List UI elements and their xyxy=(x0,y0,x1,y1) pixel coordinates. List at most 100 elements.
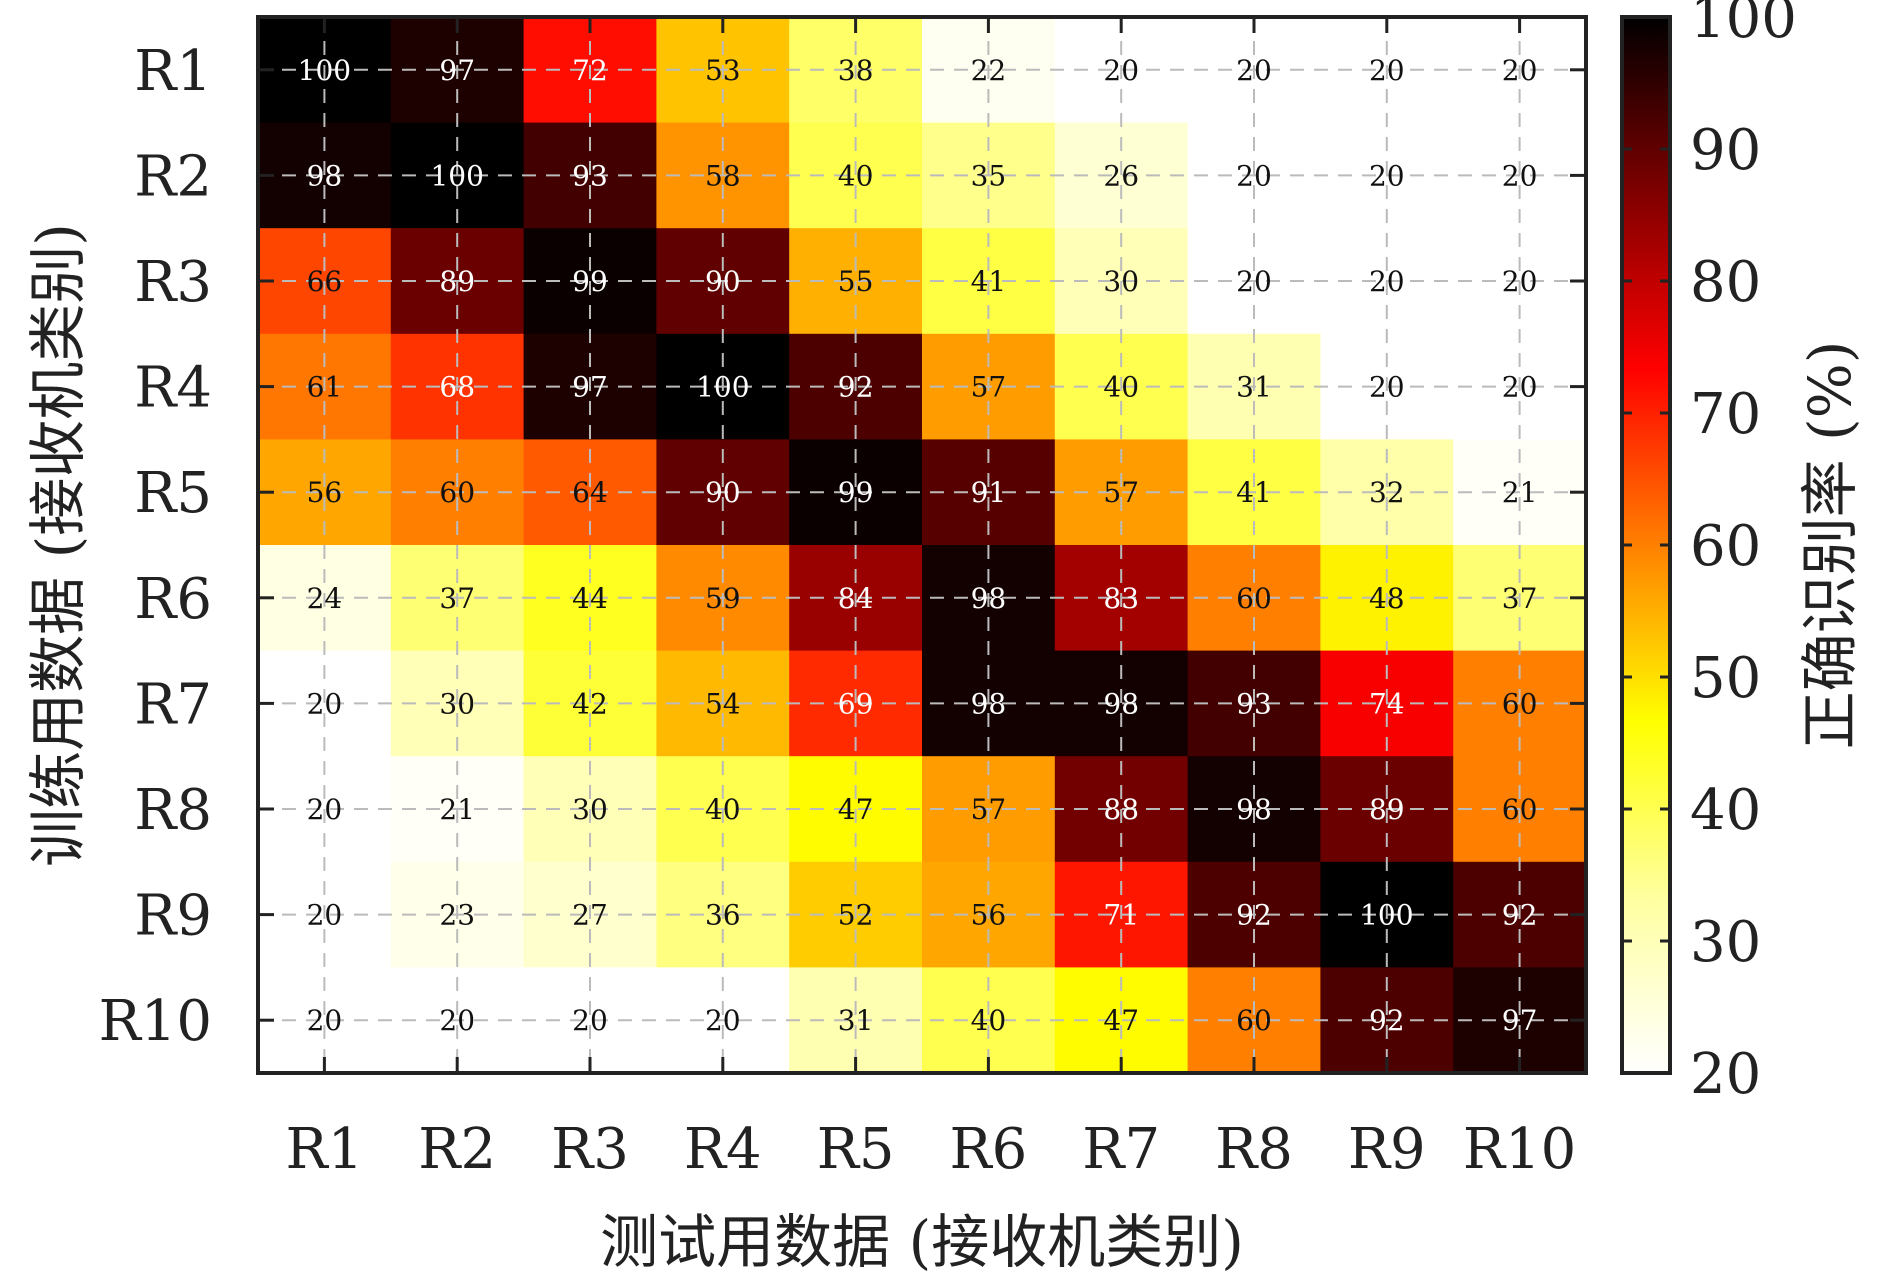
cell-value-label: 98 xyxy=(1236,793,1272,826)
cell-value-label: 20 xyxy=(1502,265,1538,298)
x-tick-label: R3 xyxy=(551,1117,629,1182)
cell-value-label: 100 xyxy=(430,159,483,192)
cell-value-label: 20 xyxy=(1502,159,1538,192)
cell-value-label: 20 xyxy=(1103,54,1139,87)
cell-value-label: 72 xyxy=(572,54,608,87)
cell-value-label: 97 xyxy=(572,371,608,404)
cell-value-label: 20 xyxy=(1502,371,1538,404)
cell-value-label: 93 xyxy=(1236,687,1272,720)
cell-value-label: 60 xyxy=(439,476,475,509)
y-axis-tick-labels: R1 R2 R3 R4 R5 R6 R7 R8 R9 R10 xyxy=(99,39,212,1054)
cell-value-label: 100 xyxy=(298,54,351,87)
colorbar-tick-label: 60 xyxy=(1690,514,1761,579)
colorbar-tick-label: 50 xyxy=(1690,646,1761,711)
cell-value-label: 100 xyxy=(696,371,749,404)
y-tick-label: R8 xyxy=(134,778,212,843)
cell-value-label: 37 xyxy=(439,582,475,615)
y-tick-label: R7 xyxy=(134,672,212,737)
cell-value-label: 36 xyxy=(705,899,741,932)
cell-value-label: 20 xyxy=(307,1004,343,1037)
cell-value-label: 42 xyxy=(572,687,608,720)
cell-value-label: 88 xyxy=(1103,793,1139,826)
cell-value-label: 44 xyxy=(572,582,608,615)
cell-value-label: 38 xyxy=(838,54,874,87)
cell-value-label: 97 xyxy=(439,54,475,87)
cell-value-label: 20 xyxy=(307,687,343,720)
cell-value-label: 35 xyxy=(971,159,1007,192)
cell-value-label: 30 xyxy=(572,793,608,826)
cell-value-label: 31 xyxy=(838,1004,874,1037)
cell-value-label: 52 xyxy=(838,899,874,932)
colorbar-tick-label: 40 xyxy=(1690,778,1761,843)
colorbar-tick-label: 90 xyxy=(1690,118,1761,183)
cell-value-label: 99 xyxy=(572,265,608,298)
y-tick-label: R3 xyxy=(134,250,212,315)
x-tick-label: R2 xyxy=(418,1117,496,1182)
cell-value-label: 66 xyxy=(307,265,343,298)
y-tick-label: R2 xyxy=(134,144,212,209)
cell-value-label: 93 xyxy=(572,159,608,192)
cell-value-label: 53 xyxy=(705,54,741,87)
cell-value-label: 21 xyxy=(439,793,475,826)
cell-value-label: 20 xyxy=(572,1004,608,1037)
cell-value-label: 31 xyxy=(1236,371,1272,404)
cell-value-label: 40 xyxy=(705,793,741,826)
cell-value-label: 40 xyxy=(971,1004,1007,1037)
y-axis-title: 训练用数据 (接收机类别) xyxy=(24,223,92,867)
cell-value-label: 92 xyxy=(1369,1004,1405,1037)
y-tick-label: R1 xyxy=(134,39,212,104)
x-tick-label: R5 xyxy=(817,1117,895,1182)
cell-value-label: 48 xyxy=(1369,582,1405,615)
cell-value-label: 40 xyxy=(1103,371,1139,404)
x-tick-label: R9 xyxy=(1348,1117,1426,1182)
cell-value-label: 20 xyxy=(307,899,343,932)
cell-value-label: 40 xyxy=(838,159,874,192)
x-tick-label: R10 xyxy=(1463,1117,1576,1182)
cell-value-label: 20 xyxy=(307,793,343,826)
cell-value-label: 64 xyxy=(572,476,608,509)
cell-value-label: 57 xyxy=(1103,476,1139,509)
cell-value-label: 90 xyxy=(705,265,741,298)
cell-value-label: 98 xyxy=(971,582,1007,615)
x-tick-label: R7 xyxy=(1082,1117,1160,1182)
cell-value-label: 60 xyxy=(1502,687,1538,720)
cell-value-label: 68 xyxy=(439,371,475,404)
cell-value-label: 99 xyxy=(838,476,874,509)
colorbar-tick-label: 70 xyxy=(1690,382,1761,447)
grid-lines xyxy=(258,17,1586,1073)
cell-value-label: 26 xyxy=(1103,159,1139,192)
cell-value-label: 84 xyxy=(838,582,874,615)
cell-value-label: 69 xyxy=(838,687,874,720)
cell-value-label: 97 xyxy=(1502,1004,1538,1037)
cell-value-label: 92 xyxy=(1502,899,1538,932)
cell-value-label: 20 xyxy=(1369,371,1405,404)
cell-value-label: 20 xyxy=(705,1004,741,1037)
cell-value-label: 20 xyxy=(1369,265,1405,298)
cell-value-label: 32 xyxy=(1369,476,1405,509)
axis-ticks xyxy=(258,17,1586,1073)
cell-value-label: 57 xyxy=(971,371,1007,404)
cell-value-label: 98 xyxy=(307,159,343,192)
cell-value-label: 56 xyxy=(971,899,1007,932)
cell-value-label: 56 xyxy=(307,476,343,509)
cell-value-label: 89 xyxy=(439,265,475,298)
cell-value-label: 98 xyxy=(971,687,1007,720)
colorbar-tick-label: 20 xyxy=(1690,1042,1761,1107)
cell-value-label: 61 xyxy=(307,371,343,404)
cell-value-label: 20 xyxy=(1236,159,1272,192)
cell-value-label: 92 xyxy=(838,371,874,404)
y-tick-label: R9 xyxy=(134,884,212,949)
cell-value-label: 91 xyxy=(971,476,1007,509)
cell-value-label: 59 xyxy=(705,582,741,615)
cell-value-label: 41 xyxy=(971,265,1007,298)
y-tick-label: R10 xyxy=(99,989,212,1054)
cell-value-label: 55 xyxy=(838,265,874,298)
cell-value-label: 58 xyxy=(705,159,741,192)
cell-value-label: 23 xyxy=(439,899,475,932)
x-tick-label: R8 xyxy=(1215,1117,1293,1182)
x-axis-tick-labels: R1 R2 R3 R4 R5 R6 R7 R8 R9 R10 xyxy=(286,1117,1577,1182)
cell-value-label: 37 xyxy=(1502,582,1538,615)
y-tick-label: R5 xyxy=(134,461,212,526)
cell-value-label: 30 xyxy=(439,687,475,720)
